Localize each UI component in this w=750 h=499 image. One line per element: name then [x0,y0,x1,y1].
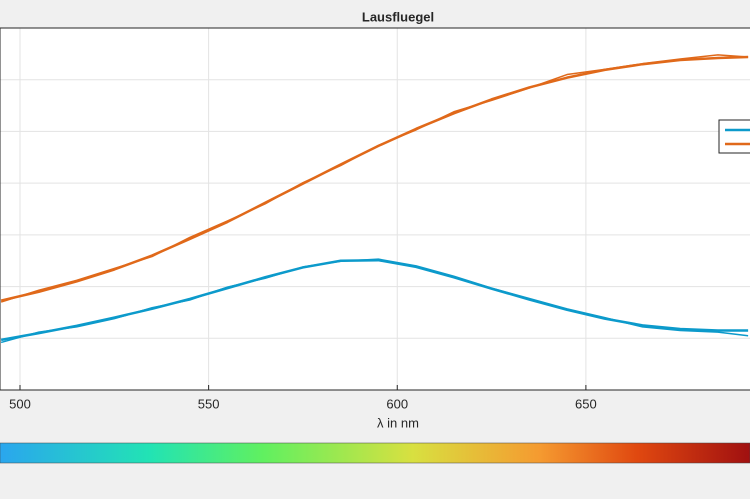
axes-box [0,27,750,391]
legend-box [718,119,750,154]
x-tick-label: 600 [386,396,408,411]
colorbar [0,442,750,464]
chart-title: Lausfluegel [362,9,434,24]
x-tick-label: 550 [198,396,220,411]
plot-area [0,28,750,390]
data-line [0,55,749,302]
x-axis-label: λ in nm [377,415,419,430]
data-line [0,258,749,342]
x-tick-label: 500 [9,396,31,411]
x-tick-label: 650 [575,396,597,411]
